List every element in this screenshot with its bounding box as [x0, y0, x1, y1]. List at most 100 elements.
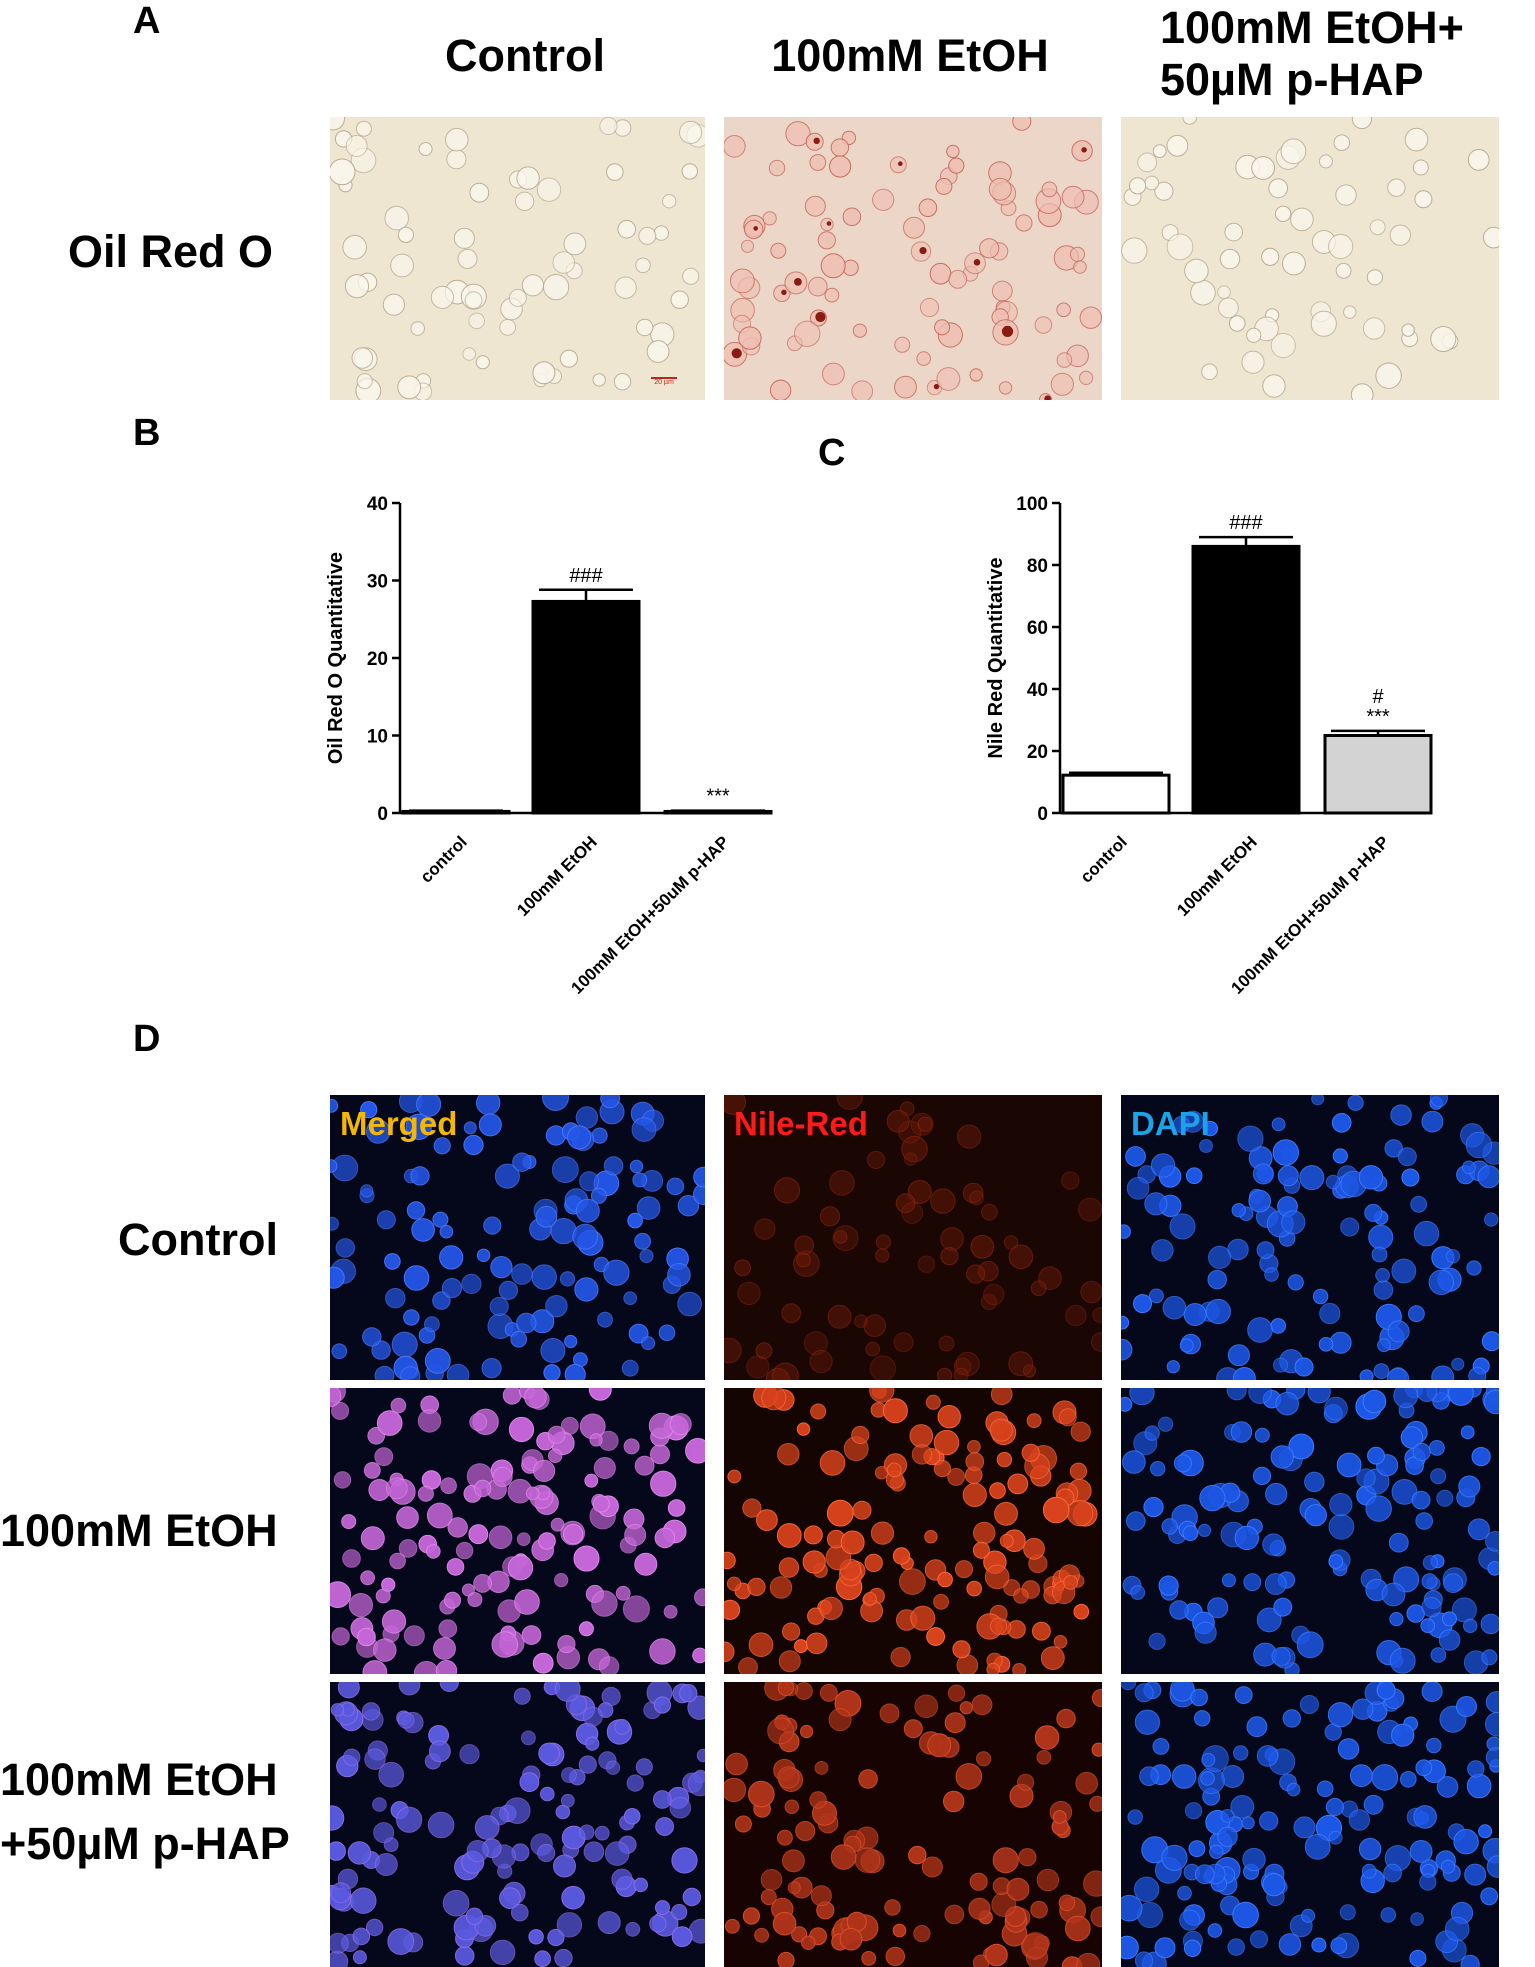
cell [826, 1499, 854, 1527]
cell [1170, 1682, 1195, 1702]
cell [634, 1232, 652, 1250]
cell [771, 1362, 799, 1380]
cell [1471, 1447, 1491, 1467]
cell [935, 177, 953, 195]
lipid-droplet [1001, 325, 1014, 337]
cell [1481, 1649, 1498, 1666]
cell [330, 1388, 342, 1408]
cell [854, 1314, 868, 1328]
scale-bar-label: 20 µm [654, 379, 674, 386]
cell [614, 276, 637, 299]
cell [1307, 1388, 1331, 1404]
cell [1073, 260, 1087, 274]
cell [344, 274, 370, 299]
cell [584, 1473, 599, 1488]
cell [687, 1695, 705, 1720]
cell [795, 1821, 816, 1841]
cell [1332, 1148, 1348, 1164]
cell [776, 1523, 802, 1548]
cell [1220, 1808, 1235, 1823]
cell [981, 1203, 998, 1221]
cell [727, 1469, 742, 1484]
cell [1373, 1280, 1394, 1300]
cell [600, 1095, 620, 1109]
cell [1335, 262, 1352, 279]
cell [1036, 1868, 1060, 1892]
cell [1012, 117, 1032, 131]
cell [1139, 1766, 1159, 1786]
cell [1252, 1466, 1272, 1486]
cell [1205, 1298, 1231, 1325]
cell [397, 375, 422, 400]
cell [1389, 1612, 1404, 1627]
cell [810, 1885, 832, 1907]
cell [351, 347, 374, 369]
cell [1274, 205, 1292, 223]
cell [490, 1256, 513, 1279]
column-header-ethanol: 100mM EtOH [771, 30, 1049, 81]
cell [980, 1293, 998, 1311]
cell [1121, 1396, 1133, 1412]
cell [1271, 1117, 1286, 1132]
cell [1209, 1844, 1224, 1860]
cell [333, 1471, 352, 1489]
cell [1125, 1146, 1146, 1167]
cell [971, 1694, 993, 1716]
cell [330, 1266, 345, 1289]
x-tick-label: 100mM EtOH [1173, 832, 1261, 920]
cell [1347, 1095, 1364, 1111]
cell [352, 1927, 371, 1946]
cell [1371, 1764, 1399, 1791]
cell [424, 1316, 440, 1333]
cell [1241, 1816, 1255, 1830]
cell [1179, 1338, 1194, 1353]
cell [1183, 1303, 1207, 1326]
cell [1293, 1816, 1316, 1839]
cell [1413, 1220, 1440, 1247]
cell [1440, 1859, 1456, 1874]
cell [613, 373, 632, 391]
cell [1121, 1935, 1139, 1960]
cell [632, 1172, 648, 1188]
cell [738, 1657, 758, 1674]
cell [396, 1806, 423, 1833]
y-tick-label: 10 [367, 727, 388, 748]
cell [1383, 1863, 1402, 1883]
cell [886, 1462, 902, 1478]
cell [724, 1777, 747, 1803]
cell [653, 1790, 672, 1809]
cell [933, 1429, 960, 1456]
cell [907, 1179, 932, 1204]
cell [1134, 1951, 1154, 1967]
cell [1179, 1909, 1201, 1931]
cell [615, 1585, 631, 1601]
cell [1387, 178, 1406, 197]
cell [777, 1951, 795, 1967]
cell [1286, 1782, 1301, 1797]
cell [532, 361, 556, 385]
cell [1129, 177, 1147, 195]
cell [1234, 1686, 1253, 1704]
cell [622, 1595, 650, 1623]
cell [1078, 1197, 1102, 1222]
cell [927, 1733, 952, 1758]
cell [1483, 1389, 1499, 1415]
cell [1197, 1523, 1212, 1537]
cell [1316, 1780, 1334, 1798]
cell [1256, 1241, 1275, 1260]
cell [1030, 1900, 1048, 1919]
cell [492, 1466, 513, 1487]
cell [634, 1455, 655, 1476]
cell [357, 1627, 376, 1647]
cell [930, 1188, 956, 1214]
cell [542, 1095, 569, 1111]
cell [973, 1521, 996, 1545]
cell [925, 1394, 941, 1410]
cell [1485, 1747, 1499, 1768]
cell [1380, 1907, 1396, 1923]
cell [611, 1868, 633, 1890]
cell [726, 1576, 742, 1592]
cell [1481, 1331, 1499, 1352]
cell [341, 1514, 357, 1530]
cell [1130, 1585, 1146, 1600]
